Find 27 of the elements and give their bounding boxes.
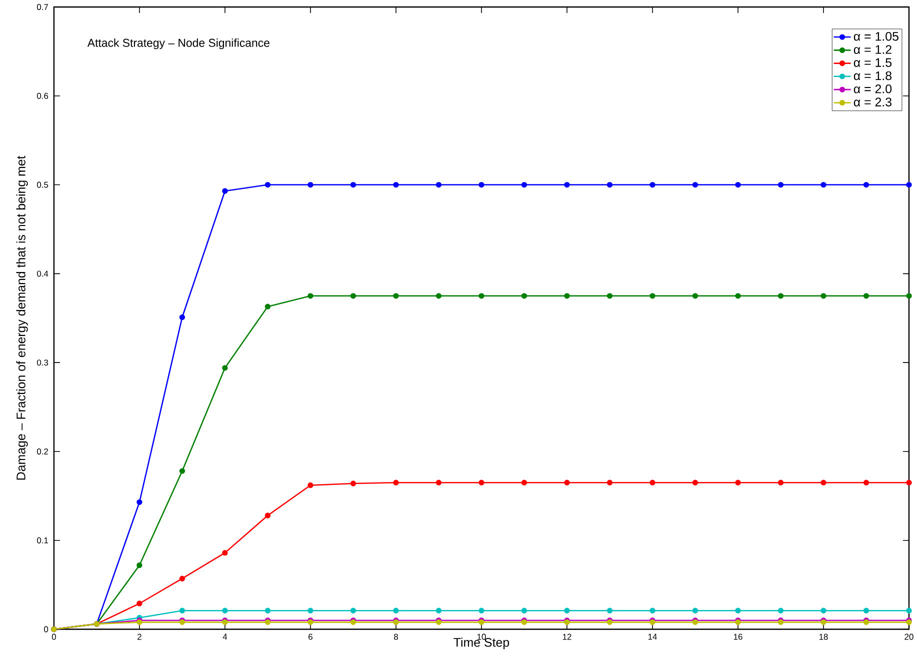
legend-label: α = 1.8: [854, 71, 892, 80]
x-tick-label: 16: [734, 634, 742, 640]
x-tick-label: 6: [308, 634, 312, 640]
x-tick-label: 20: [904, 634, 914, 640]
x-tick-label: 2: [138, 634, 142, 640]
x-tick-label: 10: [477, 634, 486, 640]
y-tick-label: 0.5: [37, 182, 48, 188]
y-tick-label: 0.6: [37, 92, 48, 99]
legend-label: α = 2.3: [854, 98, 892, 106]
y-tick-label: 0.7: [37, 4, 48, 10]
y-tick-label: 0.3: [37, 359, 48, 366]
legend-label: α = 2.0: [854, 84, 892, 94]
x-tick-label: 14: [648, 634, 657, 640]
y-tick-label: 0.1: [37, 537, 48, 544]
x-tick-label: 8: [394, 634, 398, 640]
x-tick-label: 18: [819, 634, 828, 640]
text: Attack Strategy – Node Significance: [87, 38, 270, 50]
x-tick-label: 0: [52, 634, 56, 640]
x-tick-label: 12: [562, 634, 572, 640]
legend-label: α = 1.05: [854, 32, 898, 41]
legend-label: α = 1.5: [854, 58, 892, 67]
y-tick-label: 0.4: [37, 270, 48, 277]
legend-label: α = 1.2: [854, 45, 892, 54]
y-tick-label: 0.2: [37, 448, 48, 454]
x-tick-label: 4: [222, 634, 228, 640]
y-axis-title: Damage – Fraction of energy demand that is not being met: [16, 156, 28, 480]
y-tick-label: 0: [44, 626, 48, 632]
